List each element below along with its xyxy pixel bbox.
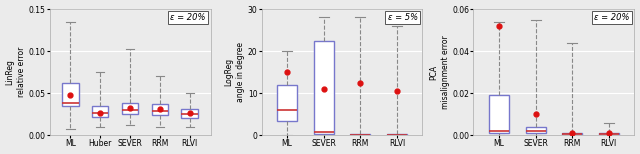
PathPatch shape [277,85,297,121]
PathPatch shape [489,95,509,133]
PathPatch shape [314,41,334,134]
Y-axis label: LogReg
angle in degree: LogReg angle in degree [225,42,245,102]
PathPatch shape [62,83,79,106]
PathPatch shape [122,103,138,114]
PathPatch shape [152,104,168,115]
PathPatch shape [387,134,407,135]
PathPatch shape [350,134,371,135]
Text: ε = 5%: ε = 5% [388,13,418,22]
PathPatch shape [562,133,582,135]
PathPatch shape [525,127,546,133]
Text: ε = 20%: ε = 20% [594,13,630,22]
Y-axis label: PCA
misalignment error: PCA misalignment error [429,35,449,109]
Y-axis label: LinReg
relative error: LinReg relative error [6,47,26,97]
PathPatch shape [92,106,108,117]
PathPatch shape [599,133,619,135]
PathPatch shape [182,109,198,118]
Text: ε = 20%: ε = 20% [170,13,205,22]
